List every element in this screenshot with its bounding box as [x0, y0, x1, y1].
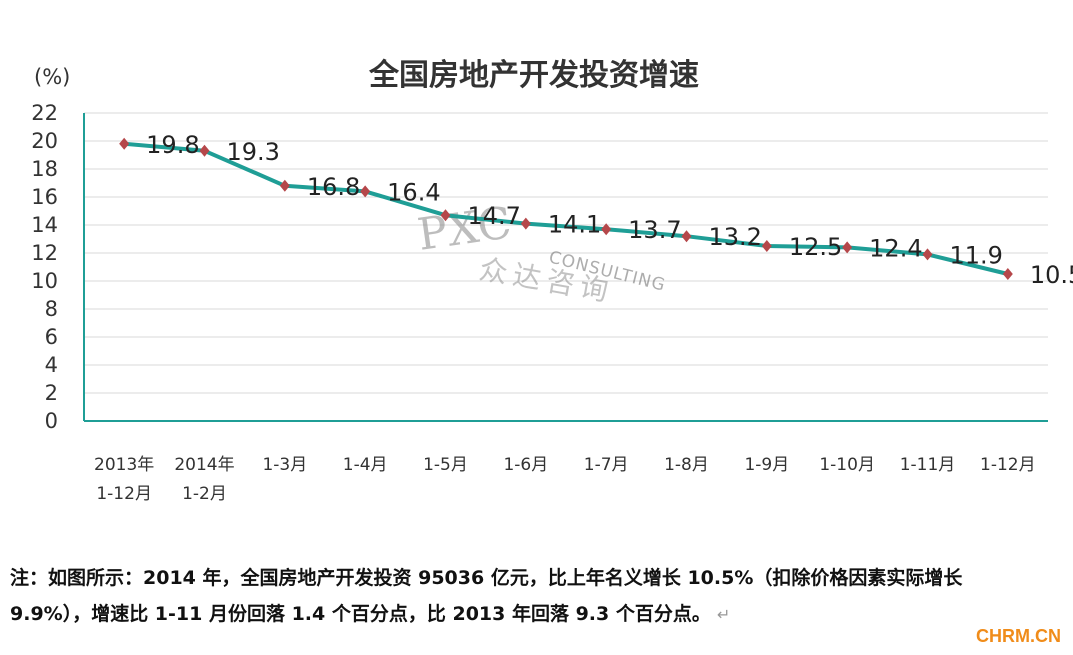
- x-tick-label: 1-12月: [980, 455, 1036, 475]
- y-tick-label: 10: [31, 269, 58, 293]
- x-tick-label: 1-6月: [503, 455, 548, 475]
- data-point: [440, 209, 451, 222]
- x-tick-label: 1-12月: [96, 484, 152, 504]
- data-label: 19.8: [146, 131, 199, 159]
- x-tick-label: 2013年: [94, 455, 154, 475]
- data-point: [119, 137, 130, 150]
- data-label: 19.3: [227, 138, 280, 166]
- data-label: 14.7: [468, 202, 521, 230]
- y-tick-label: 0: [45, 409, 58, 433]
- data-point: [922, 248, 933, 261]
- data-label: 12.5: [789, 233, 842, 261]
- x-tick-label: 1-10月: [819, 455, 875, 475]
- data-point: [601, 223, 612, 236]
- x-axis-ticks: 2013年 1-12月 2014年 1-2月 1-3月 1-4月 1-5月 1-6月 1-7月 1…: [94, 455, 1036, 504]
- x-tick-label: 1-5月: [423, 455, 468, 475]
- y-tick-label: 14: [31, 213, 58, 237]
- note-text: 注：如图所示：2014 年，全国房地产开发投资 95036 亿元，比上年名义增长…: [10, 567, 963, 625]
- brand-logo: CHRM.CN: [976, 626, 1061, 646]
- data-point: [761, 240, 772, 252]
- y-tick-label: 18: [31, 157, 58, 181]
- y-tick-label: 22: [31, 101, 58, 125]
- data-label: 14.1: [548, 211, 601, 239]
- x-tick-label: 1-7月: [584, 455, 629, 475]
- x-tick-label: 1-8月: [664, 455, 709, 475]
- data-label: 10.5: [1030, 261, 1073, 289]
- data-label: 13.7: [628, 216, 681, 244]
- data-label: 12.4: [869, 234, 922, 262]
- data-point: [199, 144, 210, 157]
- y-tick-label: 8: [45, 297, 58, 321]
- y-axis-unit: (%): [34, 65, 70, 89]
- y-tick-label: 6: [45, 325, 58, 349]
- data-label: 16.8: [307, 173, 360, 201]
- data-label: 11.9: [950, 241, 1003, 269]
- data-point: [842, 241, 853, 254]
- data-point: [279, 179, 290, 192]
- chart-title: 全国房地产开发投资增速: [368, 58, 699, 93]
- x-tick-label: 1-3月: [262, 455, 307, 475]
- y-axis-ticks: 0 2 4 6 8 10 12 14 16 18 20 22: [31, 101, 58, 433]
- return-mark: ↵: [716, 605, 731, 624]
- y-tick-label: 20: [31, 129, 58, 153]
- x-tick-label: 2014年: [174, 455, 234, 475]
- y-tick-label: 2: [45, 381, 58, 405]
- data-labels: 19.8 19.3 16.8 16.4 14.7 14.1 13.7 13.2 12.5 12.4…: [146, 131, 1073, 289]
- data-point: [681, 230, 692, 243]
- y-tick-label: 4: [45, 353, 58, 377]
- grid-lines: [83, 112, 1048, 422]
- data-point: [360, 185, 371, 198]
- y-tick-label: 16: [31, 185, 58, 209]
- data-point: [520, 217, 531, 230]
- series-line: [123, 141, 1009, 276]
- data-label: 13.2: [709, 223, 762, 251]
- x-tick-label: 1-4月: [343, 455, 388, 475]
- x-tick-label: 1-2月: [182, 484, 227, 504]
- line-chart: 全国房地产开发投资增速 (%) 0 2 4 6 8 10 12 14 16 18 20 22 2013…: [31, 58, 1073, 504]
- data-label: 16.4: [387, 178, 440, 206]
- y-tick-label: 12: [31, 241, 58, 265]
- data-point: [1002, 268, 1013, 280]
- x-tick-label: 1-9月: [744, 455, 789, 475]
- series-polyline: [123, 141, 1009, 276]
- chart-note: 注：如图所示：2014 年，全国房地产开发投资 95036 亿元，比上年名义增长…: [10, 560, 1050, 633]
- x-tick-label: 1-11月: [900, 455, 956, 475]
- series-markers: [119, 137, 1013, 280]
